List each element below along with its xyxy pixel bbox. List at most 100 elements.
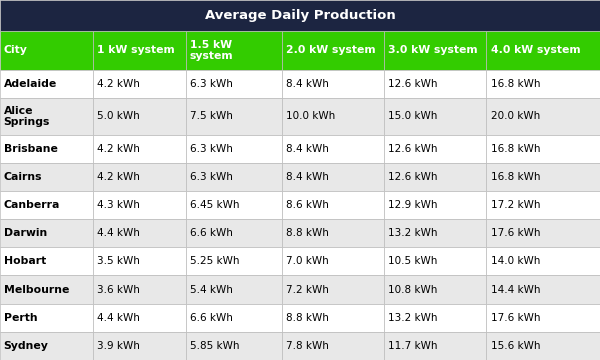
Bar (0, 247, 93, 275)
Bar (282, 31, 384, 70)
Text: 4.0 kW system: 4.0 kW system (491, 45, 580, 55)
Text: 7.2 kWh: 7.2 kWh (286, 284, 329, 294)
Bar (186, 70, 282, 98)
Bar (486, 163, 600, 191)
Text: Brisbane: Brisbane (4, 144, 58, 154)
Text: 11.7 kWh: 11.7 kWh (388, 341, 437, 351)
Text: 6.6 kWh: 6.6 kWh (190, 313, 233, 323)
Text: 4.2 kWh: 4.2 kWh (97, 144, 140, 154)
Text: 12.6 kWh: 12.6 kWh (388, 172, 437, 182)
Bar (93, 275, 186, 303)
Text: 3.9 kWh: 3.9 kWh (97, 341, 140, 351)
Bar (384, 332, 486, 360)
Text: 16.8 kWh: 16.8 kWh (491, 172, 540, 182)
Bar (186, 135, 282, 163)
Bar (282, 191, 384, 219)
Bar (486, 70, 600, 98)
Bar (384, 135, 486, 163)
Bar (0, 303, 93, 332)
Bar (384, 31, 486, 70)
Bar (384, 70, 486, 98)
Text: 1.5 kW
system: 1.5 kW system (190, 40, 233, 61)
Bar (282, 247, 384, 275)
Text: 6.45 kWh: 6.45 kWh (190, 200, 239, 210)
Text: 4.4 kWh: 4.4 kWh (97, 313, 140, 323)
Text: Average Daily Production: Average Daily Production (205, 9, 395, 22)
Text: 13.2 kWh: 13.2 kWh (388, 228, 437, 238)
Bar (186, 98, 282, 135)
Text: 12.6 kWh: 12.6 kWh (388, 79, 437, 89)
Bar (186, 275, 282, 303)
Text: 17.6 kWh: 17.6 kWh (491, 313, 540, 323)
Bar (93, 98, 186, 135)
Bar (186, 332, 282, 360)
Text: Adelaide: Adelaide (4, 79, 57, 89)
Text: 10.5 kWh: 10.5 kWh (388, 256, 437, 266)
Bar (282, 98, 384, 135)
Bar (93, 191, 186, 219)
Bar (384, 163, 486, 191)
Text: 10.0 kWh: 10.0 kWh (286, 112, 335, 121)
Text: 3.6 kWh: 3.6 kWh (97, 284, 140, 294)
Bar (282, 219, 384, 247)
Text: 15.0 kWh: 15.0 kWh (388, 112, 437, 121)
Text: 7.5 kWh: 7.5 kWh (190, 112, 233, 121)
Text: 3.5 kWh: 3.5 kWh (97, 256, 140, 266)
Text: 5.4 kWh: 5.4 kWh (190, 284, 233, 294)
Bar (93, 163, 186, 191)
Text: City: City (4, 45, 28, 55)
Bar (93, 247, 186, 275)
Text: 14.0 kWh: 14.0 kWh (491, 256, 540, 266)
Text: 12.6 kWh: 12.6 kWh (388, 144, 437, 154)
Bar (282, 275, 384, 303)
Text: 1 kW system: 1 kW system (97, 45, 175, 55)
Text: 8.4 kWh: 8.4 kWh (286, 144, 329, 154)
Bar (93, 31, 186, 70)
Bar (486, 31, 600, 70)
Text: 6.6 kWh: 6.6 kWh (190, 228, 233, 238)
Text: Alice
Springs: Alice Springs (4, 106, 50, 127)
Bar (486, 98, 600, 135)
Text: 7.8 kWh: 7.8 kWh (286, 341, 329, 351)
Text: 8.4 kWh: 8.4 kWh (286, 172, 329, 182)
Text: 2.0 kW system: 2.0 kW system (286, 45, 376, 55)
Bar (486, 332, 600, 360)
Bar (0, 31, 93, 70)
Text: Perth: Perth (4, 313, 37, 323)
Text: 14.4 kWh: 14.4 kWh (491, 284, 540, 294)
Text: 7.0 kWh: 7.0 kWh (286, 256, 329, 266)
Bar (282, 135, 384, 163)
Bar (0, 275, 93, 303)
Text: 5.0 kWh: 5.0 kWh (97, 112, 139, 121)
Bar (93, 303, 186, 332)
Text: Darwin: Darwin (4, 228, 47, 238)
Text: 16.8 kWh: 16.8 kWh (491, 79, 540, 89)
Text: 4.4 kWh: 4.4 kWh (97, 228, 140, 238)
Bar (384, 247, 486, 275)
Text: 8.8 kWh: 8.8 kWh (286, 313, 329, 323)
Text: 8.6 kWh: 8.6 kWh (286, 200, 329, 210)
Bar (186, 219, 282, 247)
Bar (486, 303, 600, 332)
Bar (486, 275, 600, 303)
Bar (486, 247, 600, 275)
Bar (186, 303, 282, 332)
Bar (186, 31, 282, 70)
Text: Cairns: Cairns (4, 172, 42, 182)
Bar (384, 303, 486, 332)
Text: Sydney: Sydney (4, 341, 49, 351)
Bar (384, 275, 486, 303)
Text: 6.3 kWh: 6.3 kWh (190, 172, 233, 182)
Text: Hobart: Hobart (4, 256, 46, 266)
Bar (282, 163, 384, 191)
Bar (93, 332, 186, 360)
Bar (186, 191, 282, 219)
Bar (0, 98, 93, 135)
Bar (384, 191, 486, 219)
Text: 5.85 kWh: 5.85 kWh (190, 341, 239, 351)
Bar (0, 70, 93, 98)
Text: 4.3 kWh: 4.3 kWh (97, 200, 140, 210)
Bar (282, 332, 384, 360)
Bar (93, 135, 186, 163)
Text: 15.6 kWh: 15.6 kWh (491, 341, 540, 351)
